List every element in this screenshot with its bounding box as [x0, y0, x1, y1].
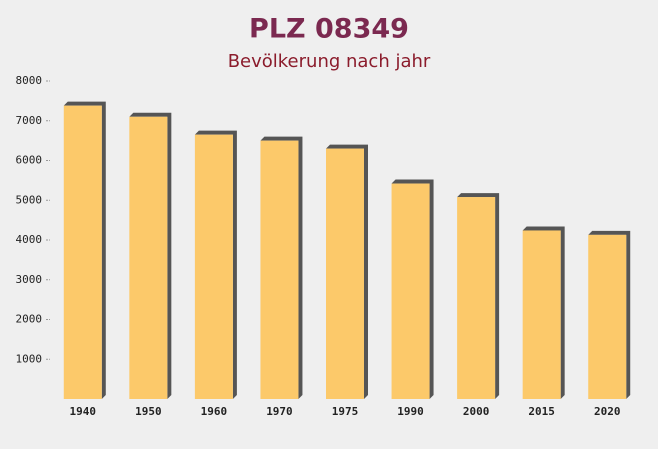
bar-face — [391, 183, 430, 399]
bar — [194, 130, 237, 399]
y-tick-label: 6000 — [16, 154, 43, 167]
bar-face — [129, 116, 168, 400]
bar — [391, 179, 434, 399]
bar — [129, 112, 172, 400]
bar-face — [194, 134, 233, 399]
x-tick-label: 2000 — [463, 405, 490, 418]
bar-face — [63, 105, 102, 400]
y-tick-label: 3000 — [16, 273, 43, 286]
bar-face — [588, 234, 627, 399]
bar — [260, 136, 303, 399]
y-tick-label: 2000 — [16, 313, 43, 326]
x-tick-label: 1950 — [135, 405, 162, 418]
bar — [522, 226, 565, 399]
chart-subtitle: Bevölkerung nach jahr — [228, 51, 431, 72]
y-tick-label: 1000 — [16, 352, 43, 365]
bar — [63, 101, 106, 400]
y-tick-label: 5000 — [16, 193, 43, 206]
x-tick-label: 2020 — [594, 405, 621, 418]
y-tick-label: 8000 — [16, 74, 43, 87]
bar — [588, 230, 631, 399]
bar-face — [457, 197, 496, 399]
x-tick-label: 1940 — [70, 405, 97, 418]
x-tick-label: 2015 — [528, 405, 555, 418]
bar-face — [522, 230, 561, 399]
bar-face — [260, 140, 299, 399]
y-tick-label: 7000 — [16, 114, 43, 127]
y-tick-label: 4000 — [16, 233, 43, 246]
x-tick-label: 1960 — [201, 405, 228, 418]
x-tick-label: 1975 — [332, 405, 359, 418]
bar — [326, 144, 368, 399]
x-tick-label: 1990 — [397, 405, 424, 418]
bar-face — [326, 148, 364, 399]
chart-title: PLZ 08349 — [249, 14, 409, 45]
bar — [457, 193, 500, 399]
x-tick-label: 1970 — [266, 405, 293, 418]
